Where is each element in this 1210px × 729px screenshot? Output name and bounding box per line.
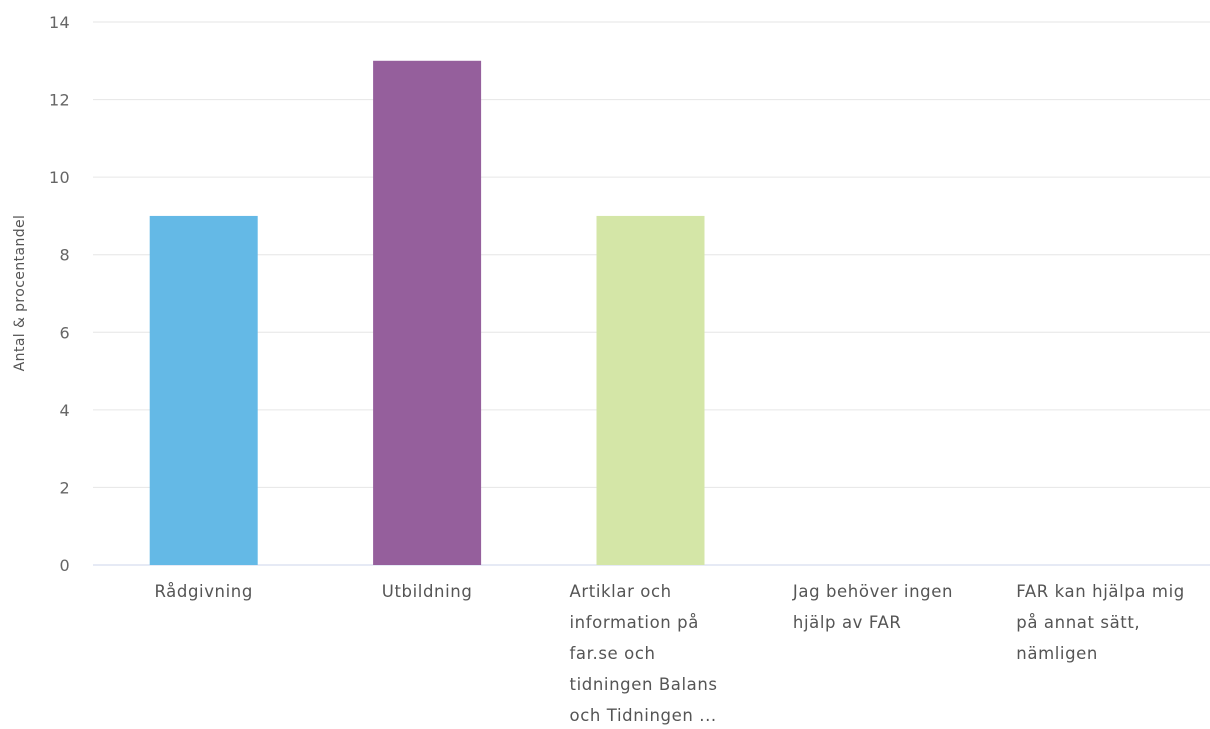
x-axis-ticks: Rådgivning Utbildning Artiklar och informat… — [154, 582, 1184, 725]
x-tick-label-line: hjälp av FAR — [793, 613, 902, 632]
bars — [149, 60, 705, 566]
x-tick-label-line: Utbildning — [382, 582, 473, 601]
x-tick-label-line: Rådgivning — [154, 582, 252, 601]
x-tick-label-line: nämligen — [1016, 644, 1098, 663]
x-tick-label: Rådgivning — [154, 582, 252, 601]
y-tick-label: 14 — [49, 13, 70, 32]
x-tick-label: Utbildning — [382, 582, 473, 601]
y-tick-label: 4 — [60, 401, 70, 420]
x-tick-label-line: och Tidningen ... — [570, 706, 717, 725]
y-tick-label: 12 — [49, 91, 70, 110]
y-tick-label: 0 — [60, 556, 70, 575]
bar[interactable] — [149, 215, 258, 565]
x-tick-label-line: far.se och — [570, 644, 656, 663]
x-tick-label-line: tidningen Balans — [570, 675, 718, 694]
y-axis-ticks: 0 2 4 6 8 10 12 14 — [49, 13, 70, 575]
y-tick-label: 8 — [60, 246, 70, 265]
bar[interactable] — [373, 60, 482, 566]
x-tick-label: Artiklar och information på far.se och tidn… — [570, 582, 718, 725]
x-tick-label-line: Jag behöver ingen — [792, 582, 953, 601]
x-tick-label-line: FAR kan hjälpa mig — [1016, 582, 1185, 601]
x-tick-label-line: Artiklar och — [570, 582, 672, 601]
y-tick-label: 2 — [60, 478, 70, 497]
bar[interactable] — [596, 215, 705, 565]
x-tick-label-line: information på — [570, 613, 699, 632]
y-tick-label: 10 — [49, 168, 70, 187]
y-axis-label: Antal & procentandel — [12, 215, 28, 372]
y-tick-label: 6 — [60, 323, 70, 342]
x-tick-label-line: på annat sätt, — [1016, 613, 1140, 632]
x-tick-label: FAR kan hjälpa mig på annat sätt, nämligen — [1016, 582, 1185, 663]
x-tick-label: Jag behöver ingen hjälp av FAR — [792, 582, 953, 632]
